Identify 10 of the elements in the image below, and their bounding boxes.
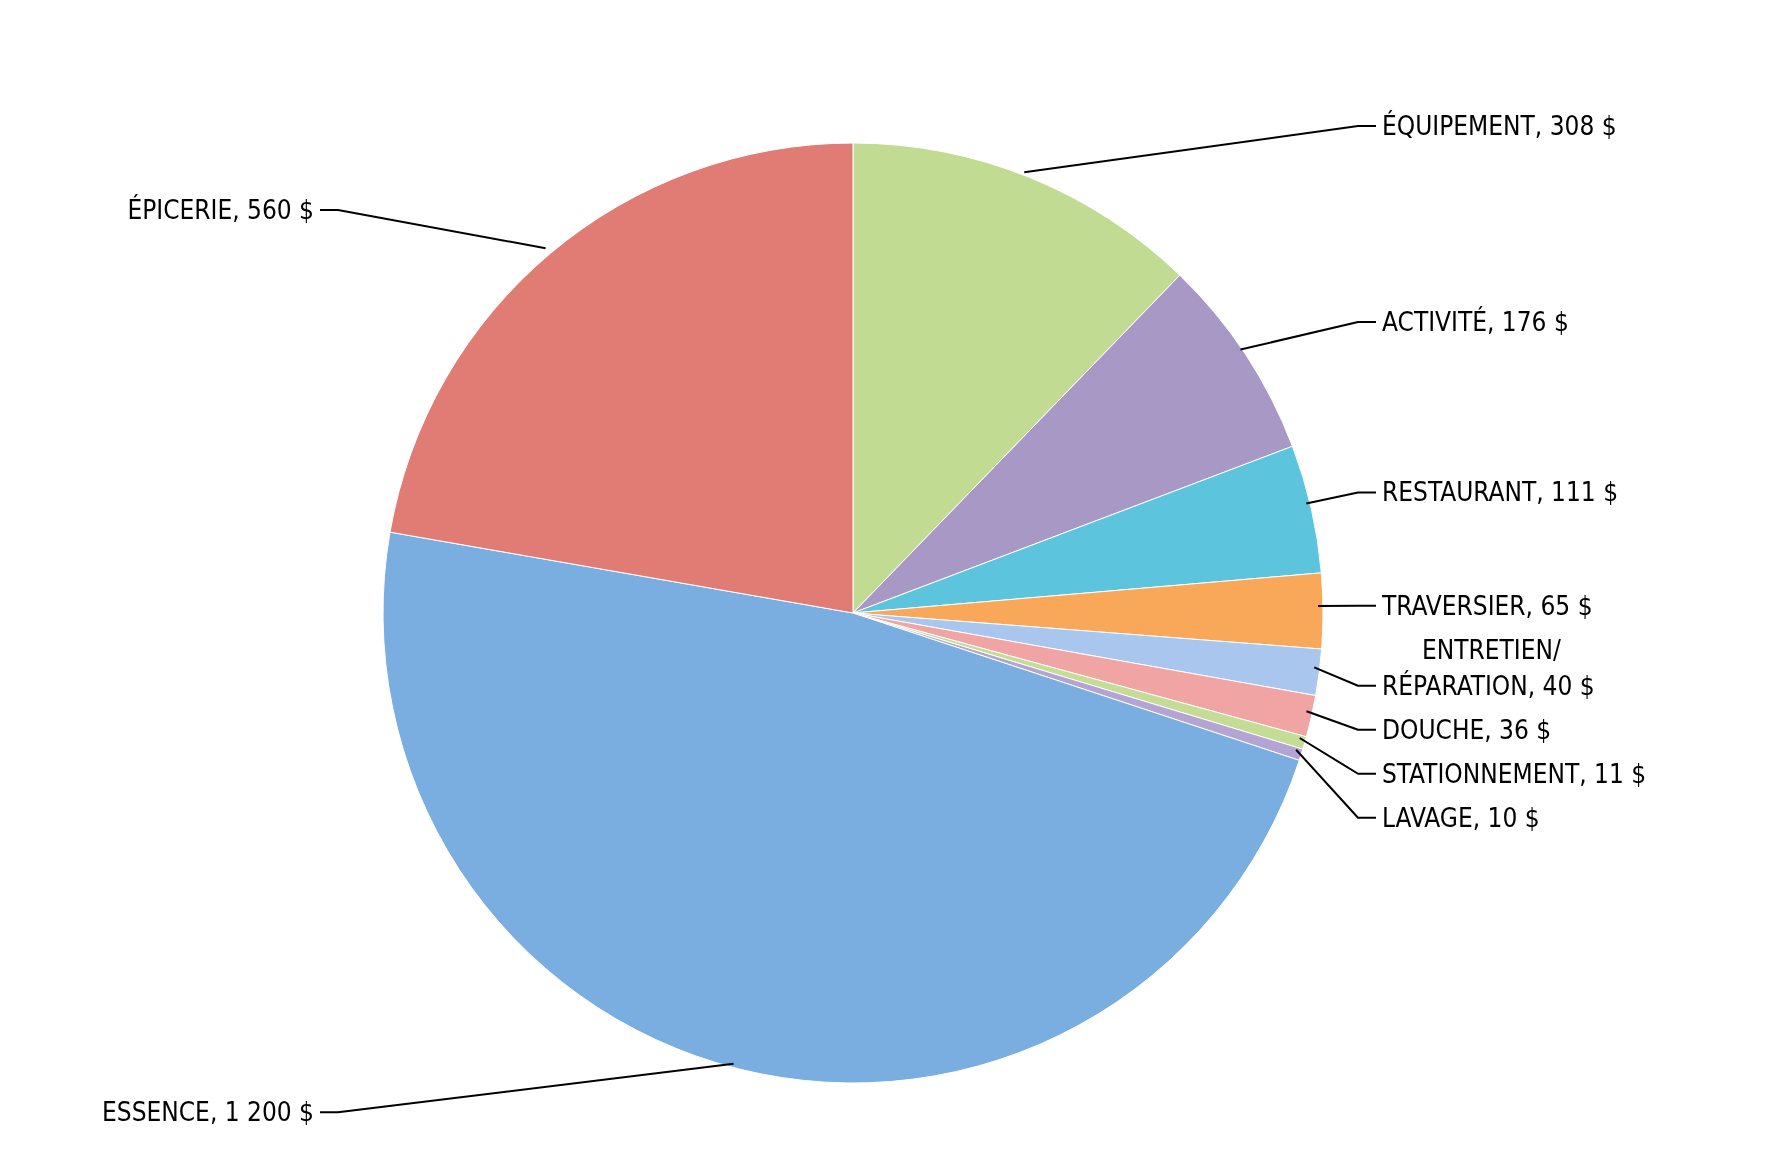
slice-label: TRAVERSIER, 65 $ <box>1381 590 1593 621</box>
slice-label: STATIONNEMENT, 11 $ <box>1382 758 1647 789</box>
slice-label: RESTAURANT, 111 $ <box>1382 477 1619 508</box>
slice-label: ÉQUIPEMENT, 308 $ <box>1382 109 1617 141</box>
slice-label: ENTRETIEN/RÉPARATION, 40 $ <box>1382 634 1595 701</box>
slice-label: ESSENCE, 1 200 $ <box>102 1097 314 1128</box>
slice-label: DOUCHE, 36 $ <box>1382 714 1552 745</box>
slice-label: LAVAGE, 10 $ <box>1382 802 1540 833</box>
slice-label: ACTIVITÉ, 176 $ <box>1382 306 1569 338</box>
slice-label: ÉPICERIE, 560 $ <box>127 193 314 225</box>
